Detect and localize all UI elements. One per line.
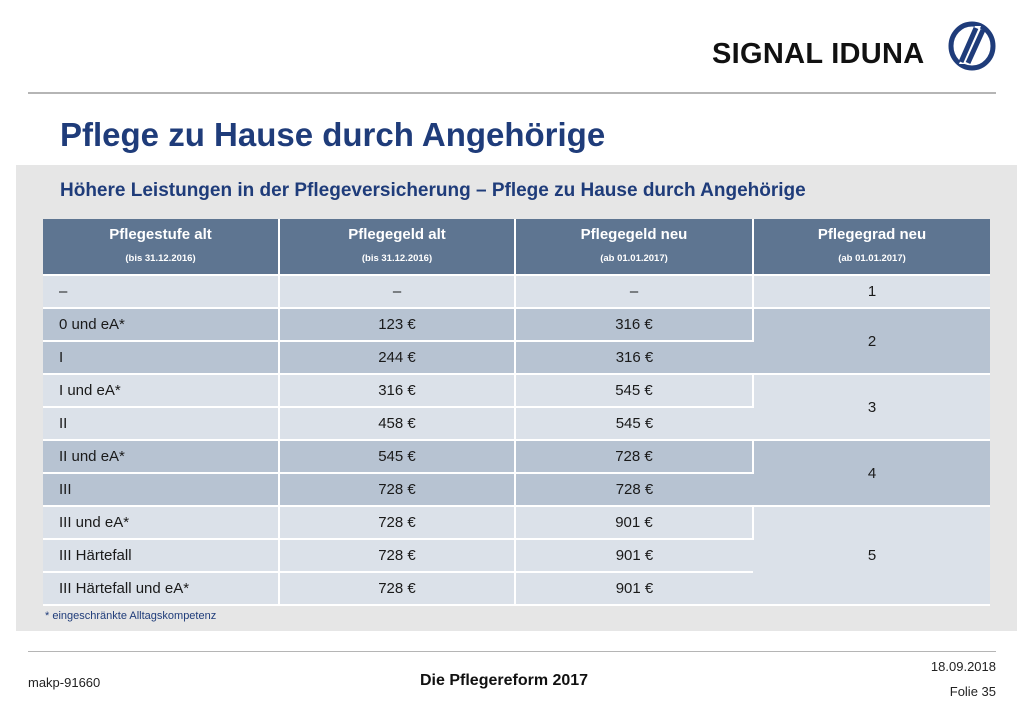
column-header: Pflegegeld neu (ab 01.01.2017) [515,219,754,276]
panel-title: Höhere Leistungen in der Pflegeversicher… [60,180,806,201]
cell-pflegegrad: 1 [753,275,990,309]
cell-pflegegeld-neu: 545 € [515,407,753,441]
column-header-subtitle: (ab 01.01.2017) [600,252,668,264]
cell-pflegegeld-neu: 316 € [515,341,753,375]
table-row: I und eA* 316 € 545 € 3 [43,374,990,441]
table-row: III 728 € 728 € [43,473,990,507]
footer-divider [28,651,996,652]
footer-topic: Die Pflegereform 2017 [420,672,589,689]
cell-pflegestufe: 0 und eA* [43,308,280,342]
cell-pflegegeld-alt: 316 € [279,374,516,408]
document-code: makp-91660 [28,675,101,690]
page-title: Pflege zu Hause durch Angehörige [60,116,606,153]
table-row: III Härtefall und eA* 728 € 901 € [43,572,990,606]
cell-pflegegeld-alt: 728 € [279,473,516,507]
table-row: 0 und eA* 123 € 316 € 2 [43,308,990,375]
cell-pflegegeld-neu: – [515,275,754,309]
cell-pflegegeld-alt: 458 € [279,407,516,441]
column-header-subtitle: (bis 31.12.2016) [361,252,433,264]
cell-pflegegeld-alt: 728 € [279,572,516,606]
signal-iduna-logo-icon [948,21,996,71]
brand-name: SIGNAL IDUNA [712,38,925,70]
cell-pflegestufe: II [43,407,280,441]
cell-pflegestufe: III Härtefall und eA* [43,572,280,606]
cell-pflegegeld-alt: 244 € [279,341,516,375]
cell-pflegegeld-alt: – [279,275,516,309]
column-header-subtitle: (bis 31.12.2016) [125,252,196,264]
column-header: Pflegegrad neu (ab 01.01.2017) [753,219,990,276]
column-header-label: Pflegegrad neu [817,225,927,243]
table-row: II und eA* 545 € 728 € 4 [43,440,990,507]
column-header: Pflegegeld alt (bis 31.12.2016) [279,219,516,276]
column-header-label: Pflegegeld neu [580,225,688,243]
header-divider [28,92,996,94]
cell-pflegegrad: 3 [753,374,990,441]
table-row: III und eA* 728 € 901 € 5 [43,506,990,606]
cell-pflegegeld-neu: 728 € [515,440,754,474]
footer-date: 18.09.2018 [930,659,996,674]
cell-pflegegeld-alt: 123 € [279,308,516,342]
column-header-subtitle: (ab 01.01.2017) [838,252,906,264]
cell-pflegestufe: – [43,275,280,309]
column-header: Pflegestufe alt (bis 31.12.2016) [43,219,280,276]
cell-pflegegrad: 4 [753,440,990,507]
table-row: II 458 € 545 € [43,407,990,441]
cell-pflegegeld-alt: 728 € [279,506,516,540]
benefits-table: Pflegestufe alt (bis 31.12.2016) Pflegeg… [43,219,990,606]
cell-pflegegrad: 2 [753,308,990,375]
column-header-label: Pflegegeld alt [348,225,446,243]
table-row: – – – 1 [43,275,990,309]
cell-pflegegeld-neu: 901 € [515,572,753,606]
cell-pflegestufe: I [43,341,280,375]
cell-pflegegeld-neu: 316 € [515,308,754,342]
slide-number: Folie 35 [949,684,996,699]
cell-pflegegeld-alt: 728 € [279,539,516,573]
cell-pflegegrad: 5 [753,506,990,606]
cell-pflegestufe: I und eA* [43,374,280,408]
cell-pflegestufe: III Härtefall [43,539,280,573]
footnote: * eingeschränkte Alltagskompetenz [45,610,217,622]
cell-pflegegeld-neu: 901 € [515,539,753,573]
cell-pflegestufe: III [43,473,280,507]
cell-pflegegeld-neu: 728 € [515,473,753,507]
table-row: I 244 € 316 € [43,341,990,375]
column-header-label: Pflegestufe alt [109,225,212,243]
table-header-row: Pflegestufe alt (bis 31.12.2016) Pflegeg… [43,219,990,276]
cell-pflegestufe: II und eA* [43,440,280,474]
cell-pflegegeld-neu: 901 € [515,506,754,540]
cell-pflegestufe: III und eA* [43,506,280,540]
cell-pflegegeld-alt: 545 € [279,440,516,474]
cell-pflegegeld-neu: 545 € [515,374,754,408]
table-row: III Härtefall 728 € 901 € [43,539,990,573]
